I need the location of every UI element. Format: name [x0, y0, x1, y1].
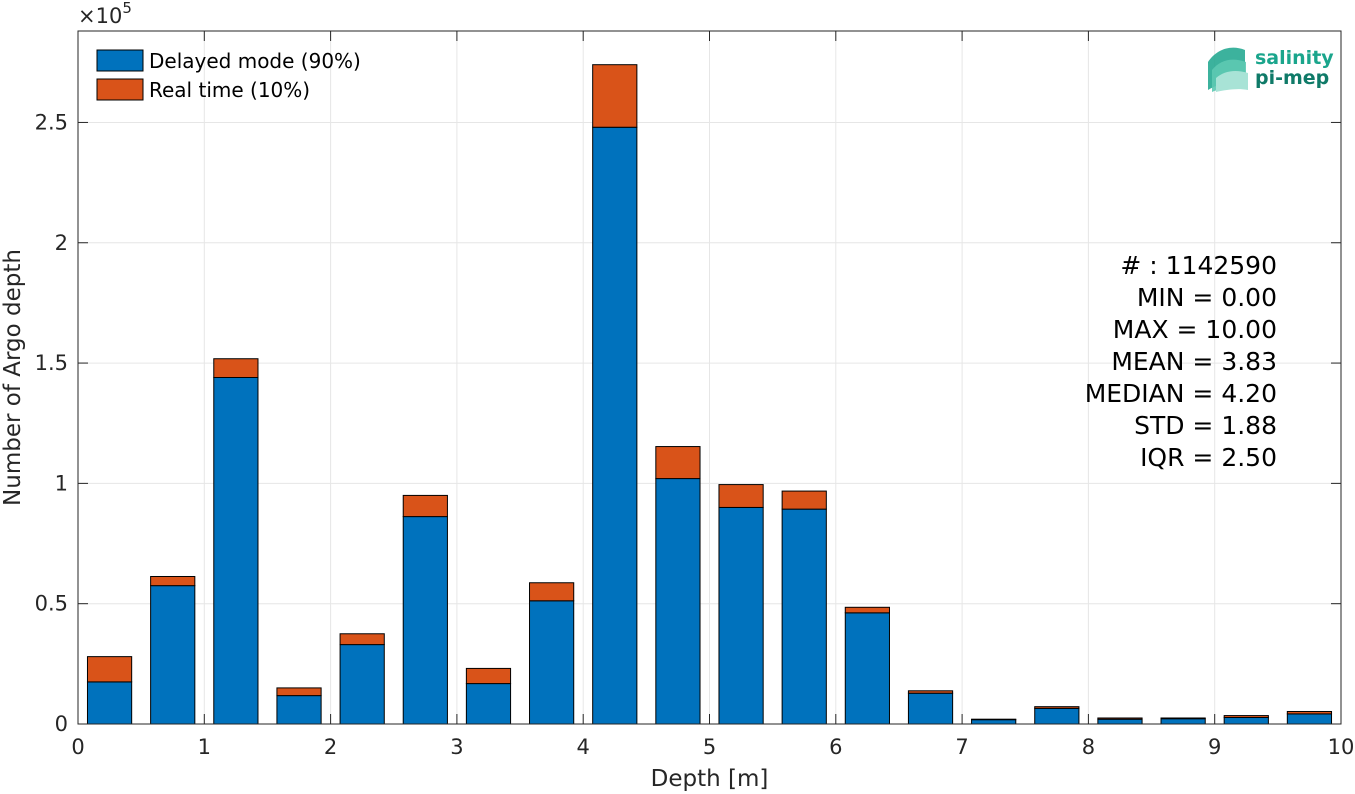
bar-delayed-mode — [402, 516, 448, 725]
x-tick-label: 7 — [955, 735, 968, 759]
bar-real-time — [1286, 710, 1333, 715]
bar-delayed-mode — [844, 612, 890, 725]
logo-text-salinity: salinity — [1255, 47, 1334, 69]
stats-line: MEDIAN = 4.20 — [1085, 379, 1277, 408]
axis-ticks — [77, 31, 1342, 725]
tick-labels: 0 1 2 3 4 5 6 7 8 9 10 0 0.5 1 1.5 2 2.5 — [35, 110, 1355, 759]
bar-real-time — [529, 582, 575, 602]
y-tick-label: 0.5 — [35, 592, 68, 616]
bar-real-time — [907, 690, 954, 694]
bar-real-time — [402, 494, 448, 518]
bar-real-time — [213, 358, 259, 379]
stats-line: IQR = 2.50 — [1140, 443, 1277, 472]
bar-delayed-mode — [1223, 717, 1269, 725]
bar-delayed-mode — [150, 585, 196, 725]
bar-delayed-mode — [465, 683, 512, 725]
stats-line: # : 1142590 — [1120, 251, 1277, 280]
x-tick-label: 1 — [198, 735, 211, 759]
logo-text-pimep: pi-mep — [1255, 67, 1329, 89]
bar-real-time — [971, 718, 1017, 721]
x-tick-label: 10 — [1328, 735, 1355, 759]
bar-real-time — [150, 575, 196, 587]
salinity-pi-mep-logo: salinity pi-mep — [1208, 47, 1334, 92]
x-tick-label: 4 — [577, 735, 590, 759]
bar-delayed-mode — [276, 695, 322, 725]
y-tick-label: 0 — [55, 712, 68, 736]
stats-line: MIN = 0.00 — [1137, 283, 1277, 312]
bar-delayed-mode — [1034, 707, 1080, 725]
bar-real-time — [781, 490, 827, 510]
bar-real-time — [339, 633, 385, 646]
y-multiplier-label: ×105 — [78, 0, 132, 28]
x-tick-label: 5 — [703, 735, 716, 759]
bar-delayed-mode — [781, 508, 827, 725]
bar-delayed-mode — [1160, 718, 1206, 725]
bar-delayed-mode — [655, 478, 701, 725]
bar-real-time — [465, 667, 512, 685]
legend-swatch-realtime — [96, 78, 144, 101]
bar-delayed-mode — [971, 719, 1017, 725]
stats-line: MAX = 10.00 — [1113, 315, 1277, 344]
stats-line: MEAN = 3.83 — [1111, 347, 1277, 376]
y-tick-label: 2.5 — [35, 110, 68, 134]
y-axis-label: Number of Argo depth — [0, 249, 26, 506]
x-axis-label: Depth [m] — [651, 766, 769, 792]
stats-line: STD = 1.88 — [1134, 411, 1277, 440]
bar-delayed-mode — [907, 692, 954, 725]
bars-group — [86, 64, 1333, 725]
bar-delayed-mode — [86, 681, 133, 725]
bar-real-time — [1160, 717, 1206, 720]
bar-real-time — [1223, 715, 1269, 719]
bar-delayed-mode — [592, 126, 638, 725]
legend-swatch-delayed — [96, 49, 144, 72]
bar-real-time — [276, 687, 322, 697]
bar-real-time — [592, 64, 638, 128]
y-tick-label: 2 — [55, 231, 68, 255]
y-tick-label: 1.5 — [35, 351, 68, 375]
waves-icon — [1208, 47, 1248, 92]
legend-label-delayed: Delayed mode (90%) — [149, 49, 361, 73]
bar-delayed-mode — [718, 506, 764, 725]
bar-real-time — [844, 606, 890, 614]
x-tick-label: 9 — [1208, 735, 1221, 759]
bar-delayed-mode — [1097, 718, 1143, 725]
x-tick-label: 8 — [1082, 735, 1095, 759]
bar-delayed-mode — [339, 644, 385, 725]
x-tick-label: 3 — [450, 735, 463, 759]
stats-box: # : 1142590 MIN = 0.00 MAX = 10.00 MEAN = 3… — [1085, 251, 1277, 472]
x-tick-label: 6 — [829, 735, 842, 759]
bar-real-time — [86, 656, 133, 683]
bar-real-time — [1034, 706, 1080, 709]
x-tick-label: 2 — [324, 735, 337, 759]
bar-real-time — [655, 446, 701, 480]
x-tick-label: 0 — [71, 735, 84, 759]
legend: Delayed mode (90%) Real time (10%) — [96, 49, 361, 102]
bar-real-time — [718, 484, 764, 508]
bar-delayed-mode — [213, 377, 259, 725]
bar-delayed-mode — [1286, 713, 1333, 725]
y-tick-label: 1 — [55, 471, 68, 495]
bar-real-time — [1097, 717, 1143, 720]
legend-label-realtime: Real time (10%) — [149, 78, 310, 102]
bar-delayed-mode — [529, 600, 575, 725]
